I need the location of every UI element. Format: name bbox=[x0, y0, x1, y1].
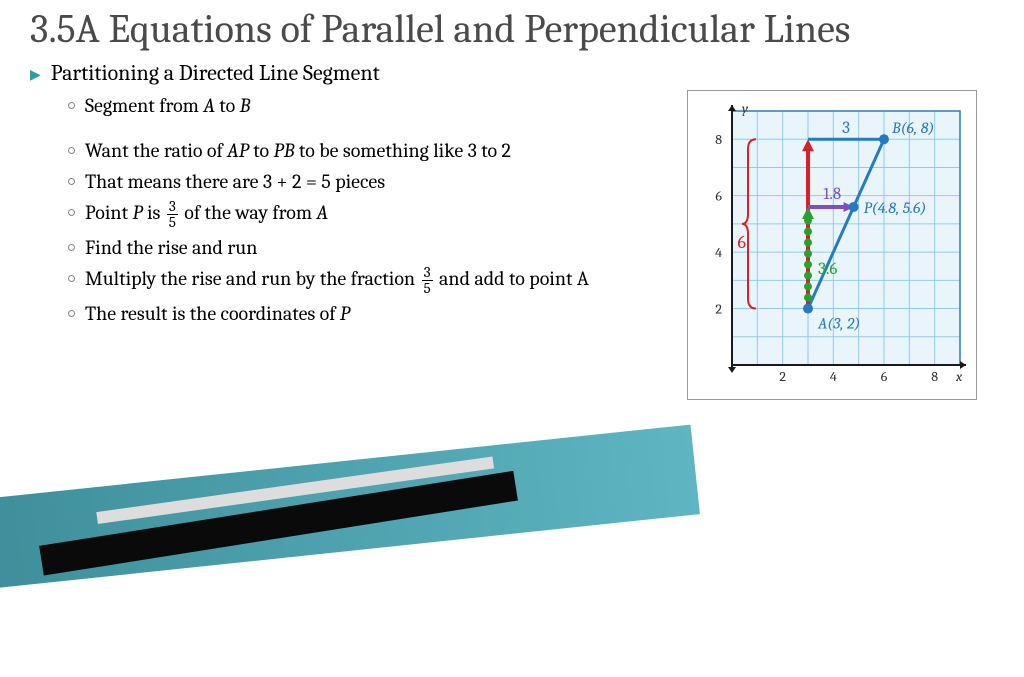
svg-text:4: 4 bbox=[830, 368, 837, 385]
ring-icon bbox=[68, 209, 75, 216]
ring-icon bbox=[68, 244, 75, 251]
svg-text:1.8: 1.8 bbox=[823, 185, 841, 204]
sub-bullet-4: Point P is 35 of the way from A bbox=[68, 199, 670, 230]
svg-text:3: 3 bbox=[842, 119, 850, 138]
sub-bullet-2: Want the ratio of AP to PB to be somethi… bbox=[68, 137, 670, 164]
ring-icon bbox=[68, 310, 75, 317]
svg-text:4: 4 bbox=[715, 244, 722, 261]
content: ▶ Partitioning a Directed Line Segment S… bbox=[0, 60, 1024, 400]
svg-text:B(6, 8): B(6, 8) bbox=[891, 119, 934, 137]
svg-text:8: 8 bbox=[931, 368, 938, 385]
text-column: ▶ Partitioning a Directed Line Segment S… bbox=[30, 60, 670, 400]
svg-text:6: 6 bbox=[881, 368, 888, 385]
fraction-3-5: 35 bbox=[421, 265, 432, 296]
svg-text:2: 2 bbox=[715, 301, 722, 318]
sub-bullet-5: Find the rise and run bbox=[68, 234, 670, 261]
svg-text:6: 6 bbox=[715, 188, 722, 205]
svg-text:x: x bbox=[955, 368, 963, 385]
svg-text:2: 2 bbox=[779, 368, 786, 385]
sub-bullet-6: Multiply the rise and run by the fractio… bbox=[68, 265, 670, 296]
sub-bullet-7: The result is the coordinates of P bbox=[68, 300, 670, 327]
main-bullet: ▶ Partitioning a Directed Line Segment bbox=[30, 60, 670, 86]
coordinate-graph: 24682468xy633.61.8A(3, 2)P(4.8, 5.6)B(6,… bbox=[687, 90, 977, 400]
bullet-arrow-icon: ▶ bbox=[30, 66, 41, 83]
page-title: 3.5A Equations of Parallel and Perpendic… bbox=[0, 0, 1024, 60]
fraction-3-5: 35 bbox=[167, 199, 178, 230]
svg-text:P(4.8, 5.6): P(4.8, 5.6) bbox=[864, 199, 927, 217]
ring-icon bbox=[68, 147, 75, 154]
svg-text:8: 8 bbox=[715, 131, 722, 148]
ring-icon bbox=[68, 178, 75, 185]
svg-text:6: 6 bbox=[738, 232, 747, 253]
ring-icon bbox=[68, 102, 75, 109]
svg-text:3.6: 3.6 bbox=[818, 260, 837, 279]
sub-bullet-1: Segment from A to B bbox=[68, 92, 670, 119]
svg-text:y: y bbox=[742, 100, 749, 117]
chart-column: 24682468xy633.61.8A(3, 2)P(4.8, 5.6)B(6,… bbox=[670, 60, 994, 400]
svg-text:A(3, 2): A(3, 2) bbox=[817, 315, 860, 333]
main-bullet-text: Partitioning a Directed Line Segment bbox=[51, 60, 380, 86]
ring-icon bbox=[68, 275, 75, 282]
graph-svg: 24682468xy633.61.8A(3, 2)P(4.8, 5.6)B(6,… bbox=[692, 95, 972, 395]
decor-swoosh bbox=[0, 395, 708, 677]
sub-list: Segment from A to B Want the ratio of AP… bbox=[30, 92, 670, 327]
sub-bullet-3: That means there are 3 + 2 = 5 pieces bbox=[68, 168, 670, 195]
